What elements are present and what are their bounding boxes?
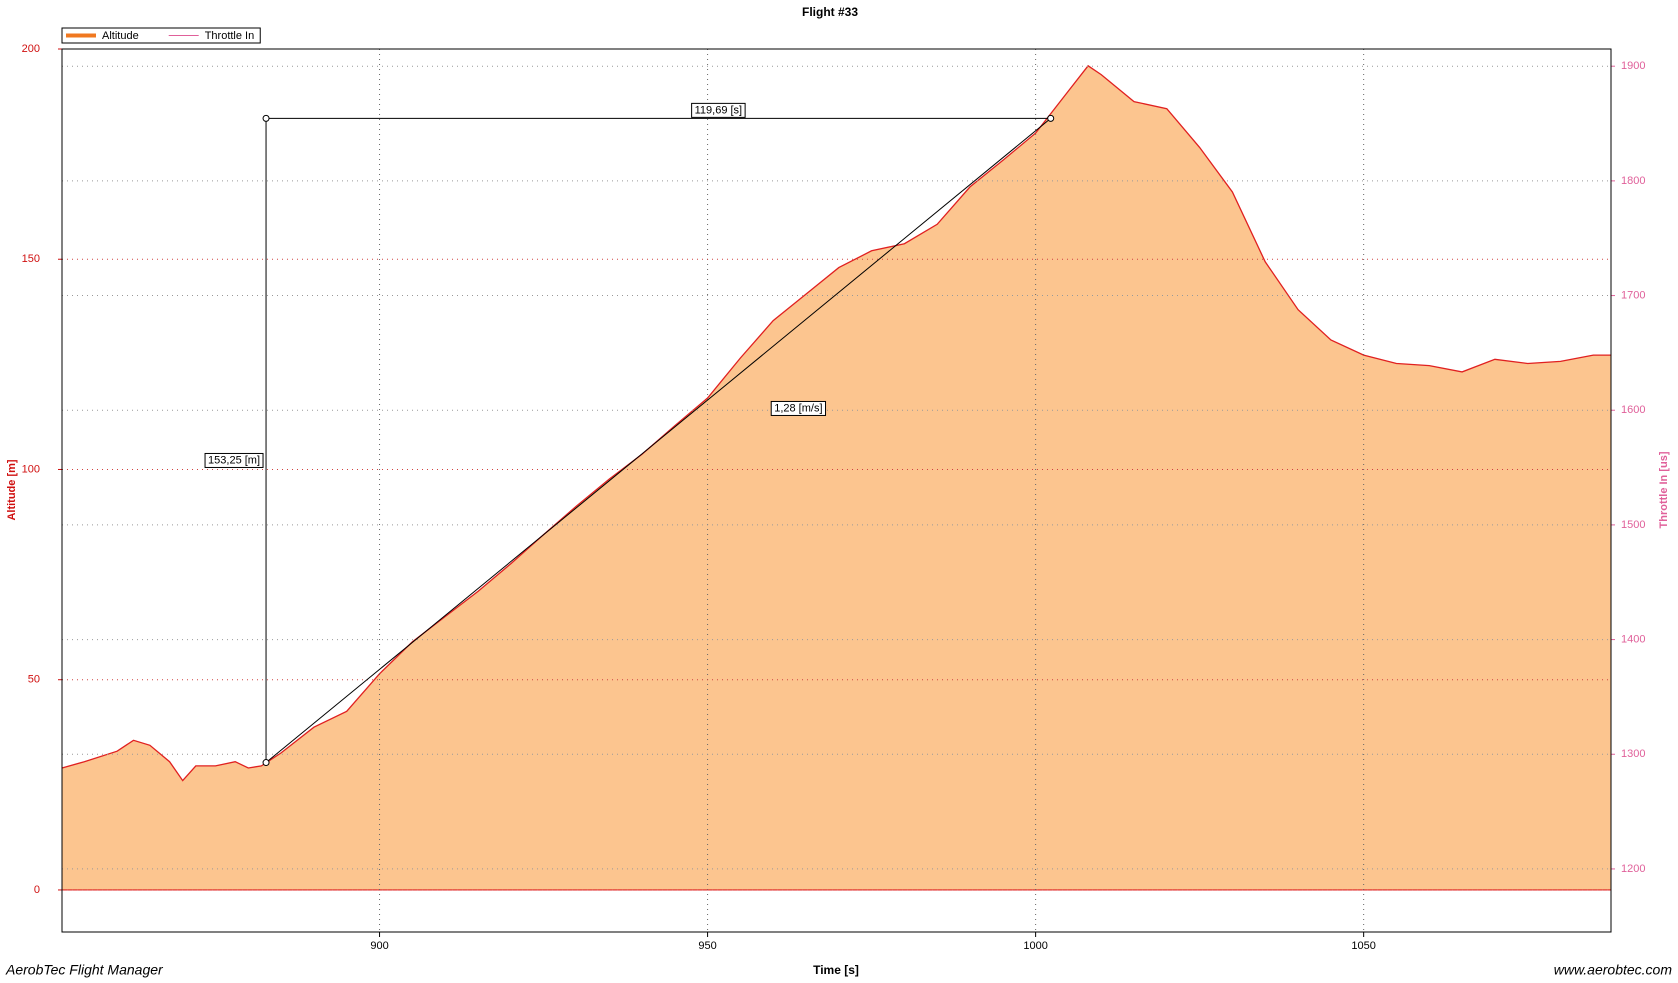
y2-tick-label: 1500: [1621, 519, 1645, 531]
measure-slope: [265, 117, 1052, 763]
measure-dy-box: [204, 452, 264, 468]
y2-tick-label: 1400: [1621, 633, 1645, 645]
measure-point: [1047, 114, 1055, 122]
measure-slope-label: 1,28 [m/s]: [774, 402, 822, 414]
y-axis-label: Altitude [m]: [6, 459, 18, 520]
measure-point: [262, 759, 270, 767]
y-tick-label: 50: [28, 674, 40, 686]
x-axis-label: Time [s]: [813, 963, 859, 977]
series-line: [61, 64, 1611, 782]
footer-left: AerobTec Flight Manager: [5, 962, 164, 978]
measure-slope-label-box: [770, 400, 827, 416]
y2-axis-label: Throttle In [us]: [1658, 451, 1670, 528]
footer-right: www.aerobtec.com: [1554, 962, 1673, 978]
y2-tick-label: 1600: [1621, 404, 1645, 416]
legend-label: Throttle In: [205, 30, 255, 42]
y2-tick-label: 1300: [1621, 748, 1645, 760]
measure-dx: 119,69 [s]: [695, 104, 743, 116]
measure-point: [262, 114, 270, 122]
measure-dy: 153,25 [m]: [208, 454, 260, 466]
y-tick-label: 100: [22, 463, 40, 475]
x-tick-label: 1050: [1351, 940, 1375, 952]
y-tick-label: 150: [22, 253, 40, 265]
plot-frame: [61, 48, 1612, 933]
x-tick-label: 900: [370, 940, 388, 952]
y-tick-label: 0: [34, 884, 40, 896]
chart-title: Flight #33: [802, 5, 858, 19]
legend-label: Altitude: [102, 30, 139, 42]
legend: [61, 27, 261, 44]
measure-dx-box: [691, 102, 746, 118]
area: [62, 65, 1611, 890]
x-tick-label: 950: [698, 940, 716, 952]
y2-tick-label: 1200: [1621, 863, 1645, 875]
x-tick-label: 1000: [1023, 940, 1047, 952]
y2-tick-label: 1800: [1621, 175, 1645, 187]
y-tick-label: 200: [22, 43, 40, 55]
y2-tick-label: 1700: [1621, 289, 1645, 301]
y2-tick-label: 1900: [1621, 60, 1645, 72]
